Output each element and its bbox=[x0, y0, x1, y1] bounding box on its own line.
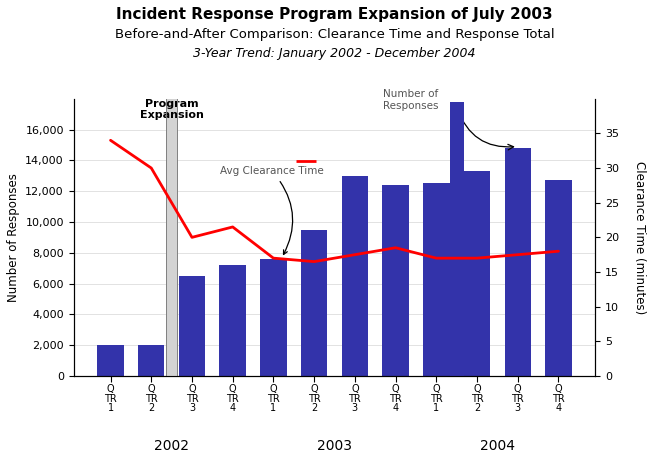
Bar bbox=[219, 265, 246, 376]
Y-axis label: Number of Responses: Number of Responses bbox=[7, 173, 19, 302]
Bar bbox=[504, 148, 531, 376]
Text: 2004: 2004 bbox=[480, 439, 515, 453]
Bar bbox=[545, 180, 572, 376]
Bar bbox=[383, 185, 409, 376]
Bar bbox=[464, 171, 490, 376]
Text: Program
Expansion: Program Expansion bbox=[140, 99, 203, 120]
Bar bbox=[179, 276, 205, 376]
Bar bbox=[423, 183, 450, 376]
Text: Number of
Responses: Number of Responses bbox=[383, 89, 438, 111]
Text: 2002: 2002 bbox=[154, 439, 189, 453]
Text: Before-and-After Comparison: Clearance Time and Response Total: Before-and-After Comparison: Clearance T… bbox=[114, 28, 555, 41]
Bar bbox=[97, 345, 124, 376]
Text: Incident Response Program Expansion of July 2003: Incident Response Program Expansion of J… bbox=[116, 7, 553, 22]
Bar bbox=[301, 230, 327, 376]
Bar bbox=[260, 259, 286, 376]
Text: 2003: 2003 bbox=[317, 439, 352, 453]
Text: Avg Clearance Time: Avg Clearance Time bbox=[221, 166, 324, 254]
Bar bbox=[167, 99, 177, 376]
Bar bbox=[450, 102, 464, 376]
Text: 3-Year Trend: January 2002 - December 2004: 3-Year Trend: January 2002 - December 20… bbox=[193, 47, 476, 60]
Bar bbox=[342, 176, 368, 376]
Y-axis label: Clearance Time (minutes): Clearance Time (minutes) bbox=[633, 161, 646, 314]
Bar bbox=[138, 345, 165, 376]
